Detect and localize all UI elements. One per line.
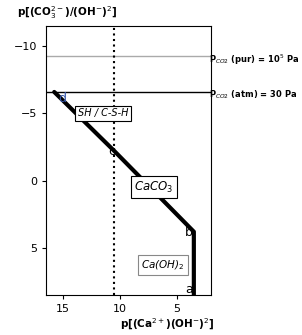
Text: a: a	[185, 283, 193, 296]
Text: c: c	[109, 145, 116, 157]
Text: P$_{CO2}$ (atm) = 30 Pa: P$_{CO2}$ (atm) = 30 Pa	[209, 89, 297, 101]
Text: SH / C-S-H: SH / C-S-H	[78, 109, 128, 119]
Text: P$_{CO2}$ (pur) = 10$^{5}$ Pa: P$_{CO2}$ (pur) = 10$^{5}$ Pa	[209, 52, 299, 67]
Text: Ca(OH)$_2$: Ca(OH)$_2$	[141, 259, 185, 272]
Text: CaCO$_3$: CaCO$_3$	[134, 180, 174, 195]
Text: p[(Ca$^{2+}$)(OH$^{-}$)$^{2}$]: p[(Ca$^{2+}$)(OH$^{-}$)$^{2}$]	[120, 316, 214, 332]
Text: p[(CO$_3^{2-}$)/(OH$^{-}$)$^{2}$]: p[(CO$_3^{2-}$)/(OH$^{-}$)$^{2}$]	[17, 4, 117, 21]
Text: b: b	[185, 226, 193, 239]
Text: d: d	[59, 92, 67, 105]
